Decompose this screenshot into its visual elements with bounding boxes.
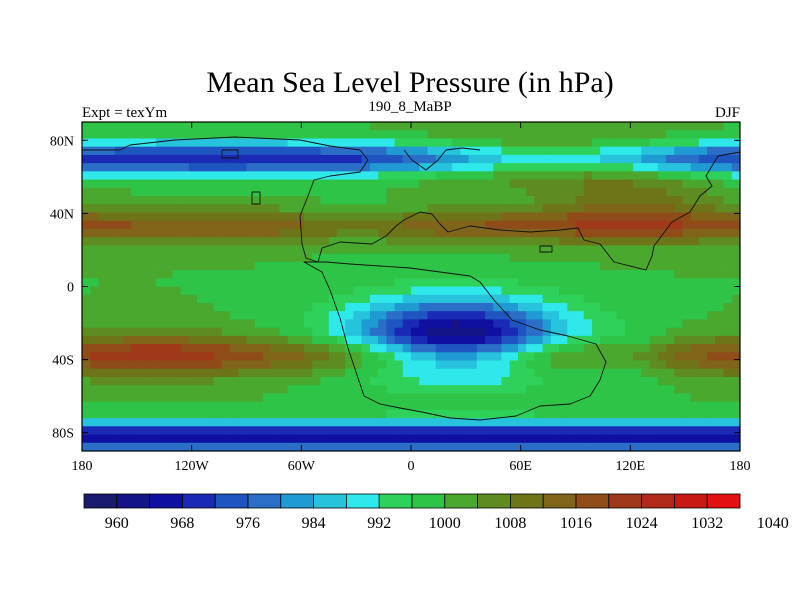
period-label: 190_8_MaBP (368, 99, 451, 115)
x-tick-label: 120E (616, 459, 646, 474)
colorbar-swatch (181, 493, 216, 509)
x-tick-label: 60W (288, 459, 316, 474)
colorbar-label: 1008 (494, 515, 526, 532)
x-tick-label: 120W (175, 459, 210, 474)
colorbar-swatch (313, 493, 347, 509)
coastline-island-1 (251, 191, 261, 205)
x-tick-label: 0 (408, 459, 415, 474)
colorbar-swatch (149, 493, 183, 509)
colorbar-label: 1024 (626, 515, 658, 532)
figure-title: Mean Sea Level Pressure (in hPa) (206, 66, 613, 99)
y-tick-label: 40S (52, 354, 74, 369)
coastline-island-2 (221, 149, 239, 159)
colorbar-swatch (706, 493, 741, 509)
season-label: DJF (715, 105, 740, 121)
colorbar: 960 968 976 984 992 1000 1008 1016 1024 1032 1040 (83, 493, 789, 532)
colorbar-swatch (214, 493, 249, 509)
colorbar-swatch (509, 493, 544, 509)
coastlines (82, 136, 740, 421)
colorbar-swatch (477, 493, 511, 509)
colorbar-label: 1000 (429, 515, 461, 532)
coastline-northern-continent (82, 136, 740, 271)
colorbar-swatch (542, 493, 577, 509)
colorbar-swatch (575, 493, 610, 509)
colorbar-swatch (674, 493, 708, 509)
y-tick-label: 80S (52, 427, 74, 442)
colorbar-label: 992 (367, 515, 391, 532)
colorbar-swatch (411, 493, 446, 509)
colorbar-swatch (444, 493, 478, 509)
x-tick-label: 180 (730, 459, 751, 474)
colorbar-swatch (378, 493, 413, 509)
x-tick-label: 60E (509, 459, 532, 474)
colorbar-swatch (280, 493, 314, 509)
colorbar-swatch (608, 493, 642, 509)
colorbar-swatch (641, 493, 675, 509)
colorbar-label: 1016 (560, 515, 592, 532)
map-axes: 180 120W 60W 0 60E 120E 180 80N 40N 0 40S 80S (50, 122, 751, 474)
colorbar-swatch (247, 493, 282, 509)
y-tick-label: 80N (50, 134, 74, 149)
colorbar-swatch (116, 493, 151, 509)
colorbar-label: 968 (170, 515, 194, 532)
experiment-label: Expt = texYm (82, 105, 167, 121)
colorbar-label: 976 (236, 515, 260, 532)
colorbar-swatch (83, 493, 118, 509)
y-tick-label: 0 (67, 281, 74, 296)
coastline-southern-continent (303, 261, 607, 421)
y-tick-label: 40N (50, 207, 74, 222)
colorbar-label: 960 (105, 515, 129, 532)
x-tick-label: 180 (72, 459, 93, 474)
colorbar-label: 984 (302, 515, 326, 532)
colorbar-label: 1032 (691, 515, 723, 532)
coastline-island-3 (539, 245, 553, 253)
colorbar-swatch (345, 493, 380, 509)
pressure-field (82, 122, 740, 451)
coastline-high-latitude (403, 147, 481, 171)
colorbar-label: 1040 (757, 515, 789, 532)
